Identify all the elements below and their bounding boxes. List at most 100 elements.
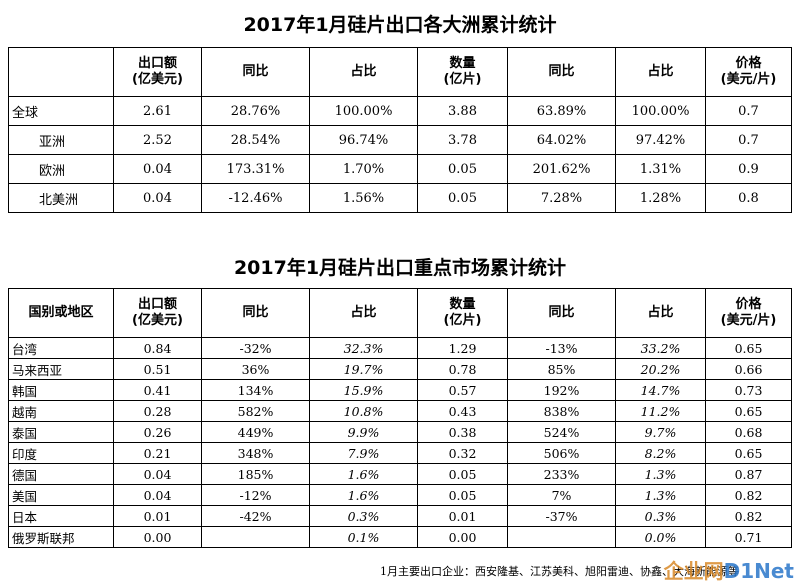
table-row: 德国 0.04 185% 1.6% 0.05 233% 1.3% 0.87 — [8, 463, 792, 485]
table-cell: 233% — [507, 463, 616, 485]
table-cell: 173.31% — [201, 154, 310, 184]
row-label: 亚洲 — [8, 125, 114, 155]
table-cell: 0.73 — [705, 379, 792, 401]
table-cell: 63.89% — [507, 96, 616, 126]
table-cell: 1.28% — [615, 183, 706, 213]
table-cell: 0.82 — [705, 505, 792, 527]
table-cell: 0.0% — [615, 526, 706, 548]
column-header: 数量 (亿片) — [417, 47, 508, 97]
table-cell: 0.28 — [113, 400, 202, 422]
column-header: 占比 — [309, 47, 418, 97]
table-cell: 9.7% — [615, 421, 706, 443]
row-label: 欧洲 — [8, 154, 114, 184]
row-label: 马来西亚 — [8, 358, 114, 380]
table-cell: 96.74% — [309, 125, 418, 155]
table-cell: 0.26 — [113, 421, 202, 443]
table-row: 马来西亚 0.51 36% 19.7% 0.78 85% 20.2% 0.66 — [8, 358, 792, 380]
table-cell: 0.3% — [309, 505, 418, 527]
table-cell — [507, 526, 616, 548]
table-cell: 0.78 — [417, 358, 508, 380]
table-cell: 11.2% — [615, 400, 706, 422]
table-cell: 0.00 — [417, 526, 508, 548]
table-cell: 185% — [201, 463, 310, 485]
table-cell: 582% — [201, 400, 310, 422]
table-cell: 20.2% — [615, 358, 706, 380]
column-header: 出口额 (亿美元) — [113, 47, 202, 97]
column-header: 同比 — [507, 288, 616, 338]
table-cell: 838% — [507, 400, 616, 422]
table-row: 印度 0.21 348% 7.9% 0.32 506% 8.2% 0.65 — [8, 442, 792, 464]
table-cell: 0.41 — [113, 379, 202, 401]
table-cell: 15.9% — [309, 379, 418, 401]
table-cell: 7% — [507, 484, 616, 506]
row-label: 日本 — [8, 505, 114, 527]
table-row: 欧洲 0.04 173.31% 1.70% 0.05 201.62% 1.31% 0.9 — [8, 154, 792, 184]
table-row: 北美洲 0.04 -12.46% 1.56% 0.05 7.28% 1.28% 0.8 — [8, 183, 792, 213]
table-cell: 0.04 — [113, 154, 202, 184]
table-cell: 201.62% — [507, 154, 616, 184]
table-cell: 0.38 — [417, 421, 508, 443]
table-cell: 9.9% — [309, 421, 418, 443]
table-row: 全球 2.61 28.76% 100.00% 3.88 63.89% 100.00% 0.7 — [8, 96, 792, 126]
table-cell: 0.65 — [705, 400, 792, 422]
table-cell: 28.54% — [201, 125, 310, 155]
watermark-brand: 企业网 — [663, 559, 724, 583]
table-cell: 1.6% — [309, 484, 418, 506]
table-cell: 0.7 — [705, 96, 792, 126]
table-cell: 19.7% — [309, 358, 418, 380]
watermark-logo: 企业网D1Net — [664, 555, 794, 584]
table-cell: -42% — [201, 505, 310, 527]
table-cell: 1.29 — [417, 337, 508, 359]
table-cell: 0.87 — [705, 463, 792, 485]
table2-title: 2017年1月硅片出口重点市场累计统计 — [233, 257, 567, 279]
table-row: 越南 0.28 582% 10.8% 0.43 838% 11.2% 0.65 — [8, 400, 792, 422]
table-cell: -12% — [201, 484, 310, 506]
table-cell: -13% — [507, 337, 616, 359]
table-cell: 36% — [201, 358, 310, 380]
table-cell: 0.65 — [705, 337, 792, 359]
row-label: 北美洲 — [8, 183, 114, 213]
table-cell: 33.2% — [615, 337, 706, 359]
table-cell: 0.04 — [113, 183, 202, 213]
column-header — [8, 47, 114, 97]
table-cell: 0.8 — [705, 183, 792, 213]
table-cell: 0.51 — [113, 358, 202, 380]
column-header: 价格 (美元/片) — [705, 47, 792, 97]
column-header: 占比 — [615, 47, 706, 97]
table-cell: -12.46% — [201, 183, 310, 213]
table-cell: 1.56% — [309, 183, 418, 213]
table-cell: 64.02% — [507, 125, 616, 155]
table-cell: 7.28% — [507, 183, 616, 213]
table-cell: 0.01 — [417, 505, 508, 527]
table-cell: 0.7 — [705, 125, 792, 155]
column-header: 同比 — [201, 47, 310, 97]
table-cell: 134% — [201, 379, 310, 401]
column-header: 国别或地区 — [8, 288, 114, 338]
table-cell: 100.00% — [309, 96, 418, 126]
table-row: 亚洲 2.52 28.54% 96.74% 3.78 64.02% 97.42% 0.7 — [8, 125, 792, 155]
column-header: 占比 — [309, 288, 418, 338]
table-cell: 85% — [507, 358, 616, 380]
table-cell: 348% — [201, 442, 310, 464]
table-cell: 449% — [201, 421, 310, 443]
table-cell: 192% — [507, 379, 616, 401]
table-row: 泰国 0.26 449% 9.9% 0.38 524% 9.7% 0.68 — [8, 421, 792, 443]
continent-export-table: 出口额 (亿美元) 同比 占比 数量 (亿片) 同比 占比 价格 (美元/片) 全球 2.61… — [8, 47, 792, 213]
column-header: 出口额 (亿美元) — [113, 288, 202, 338]
table-cell: 8.2% — [615, 442, 706, 464]
column-header: 数量 (亿片) — [417, 288, 508, 338]
table-cell: 0.01 — [113, 505, 202, 527]
table-cell: 0.05 — [417, 484, 508, 506]
table-cell: 0.66 — [705, 358, 792, 380]
column-header: 占比 — [615, 288, 706, 338]
table-cell: 10.8% — [309, 400, 418, 422]
column-header: 价格 (美元/片) — [705, 288, 792, 338]
table-cell: 32.3% — [309, 337, 418, 359]
table-cell: 0.43 — [417, 400, 508, 422]
table-cell: 1.3% — [615, 463, 706, 485]
row-label: 越南 — [8, 400, 114, 422]
table-cell — [201, 526, 310, 548]
table-cell: 7.9% — [309, 442, 418, 464]
table-row: 日本 0.01 -42% 0.3% 0.01 -37% 0.3% 0.82 — [8, 505, 792, 527]
row-label: 韩国 — [8, 379, 114, 401]
